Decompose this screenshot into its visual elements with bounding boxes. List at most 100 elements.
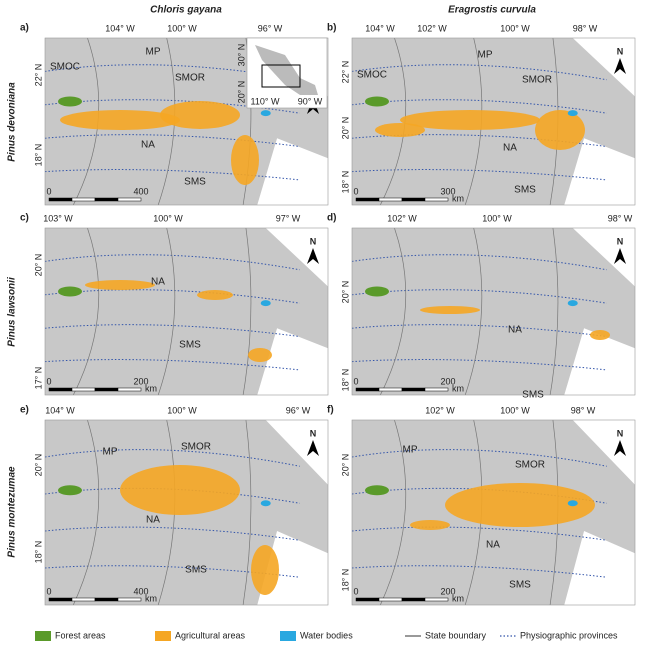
land: [352, 228, 635, 395]
legend-label: State boundary: [425, 630, 487, 640]
scale-label: 200: [133, 376, 148, 386]
region-label: SMS: [522, 390, 544, 401]
region-label: MP: [403, 445, 418, 456]
inset-longitude: 110° W: [251, 96, 280, 106]
province-boundary: [45, 324, 300, 338]
state-boundary: [464, 228, 483, 395]
map-body: [352, 228, 635, 395]
inset-mexico: [255, 45, 318, 95]
region-label: SMS: [179, 340, 201, 351]
water-body: [567, 500, 578, 507]
forest-area: [58, 96, 82, 107]
legend-label: Physiographic provinces: [520, 630, 618, 640]
province-boundary: [45, 169, 300, 181]
region-label: SMOR: [515, 460, 545, 471]
inset-extent: [261, 64, 301, 88]
latitude-label: 20° N: [340, 117, 350, 140]
region-label: MP: [146, 47, 161, 58]
province-boundary: [45, 526, 300, 541]
agricultural-area: [535, 110, 585, 150]
region-label: MP: [103, 447, 118, 458]
forest-area: [58, 286, 82, 297]
water-body: [567, 110, 578, 117]
state-boundary: [157, 228, 176, 395]
map-panel: f) 102° W 100° W 98° W 20° N 18° N MP SMOR NA SMS…: [327, 405, 636, 606]
scale-bar: [401, 597, 426, 602]
legend-swatch: [280, 631, 296, 641]
region-label: SMOR: [175, 73, 205, 84]
province-boundary: [352, 359, 607, 371]
latitude-label: 18° N: [340, 369, 350, 392]
scale-bar: [424, 197, 449, 202]
water-body: [260, 110, 271, 117]
agricultural-area: [231, 135, 259, 185]
latitude-label: 20° N: [33, 254, 43, 277]
longitude-label: 100° W: [500, 405, 530, 415]
scale-label: 200: [440, 376, 455, 386]
map-body: [352, 420, 635, 605]
region-label: SMOC: [50, 62, 80, 73]
panel-frame: [44, 419, 329, 606]
longitude-label: 96° W: [286, 405, 311, 415]
water-body: [567, 300, 578, 307]
longitude-label: 98° W: [608, 213, 633, 223]
region-label: NA: [151, 277, 165, 288]
scale-bar: [48, 197, 73, 202]
region-label: SMS: [509, 580, 531, 591]
row-title: Pinus montezumae: [7, 466, 18, 558]
scale-bar: [424, 387, 449, 392]
agricultural-area: [60, 110, 180, 130]
latitude-label: 20° N: [340, 281, 350, 304]
scale-bar: [378, 597, 403, 602]
scale-label: 300: [440, 186, 455, 196]
scale-label: 0: [353, 186, 358, 196]
scale-bar: [355, 597, 380, 602]
legend-label: Water bodies: [300, 630, 353, 640]
agricultural-area: [197, 290, 233, 300]
longitude-label: 104° W: [45, 405, 75, 415]
water-body: [260, 500, 271, 507]
scale-bar: [48, 387, 73, 392]
map-body: [352, 38, 635, 205]
map-panel: e) 104° W 100° W 96° W 20° N 18° N MP SMOR NA SMS…: [20, 405, 329, 606]
scale-label: 400: [133, 586, 148, 596]
region-label: NA: [486, 540, 500, 551]
inset-map: 30° N 20° N 110° W 90° W: [236, 37, 328, 109]
panel-frame: [351, 227, 636, 396]
province-boundary: [352, 169, 607, 181]
latitude-label: 20° N: [33, 454, 43, 477]
map-body: [45, 228, 328, 395]
longitude-label: 104° W: [105, 23, 135, 33]
water-body: [260, 300, 271, 307]
region-label: SMS: [184, 177, 206, 188]
scale-label: 0: [46, 186, 51, 196]
scale-bar: [94, 387, 119, 392]
longitude-label: 100° W: [167, 23, 197, 33]
agricultural-area: [251, 545, 279, 595]
longitude-label: 96° W: [258, 23, 283, 33]
scale-bar: [117, 197, 142, 202]
longitude-label: 98° W: [571, 405, 596, 415]
longitude-label: 100° W: [153, 213, 183, 223]
longitude-label: 100° W: [167, 405, 197, 415]
panel-letter: d): [327, 213, 336, 224]
agricultural-area: [375, 123, 425, 137]
scale-bar: [378, 197, 403, 202]
scale-unit: km: [145, 593, 157, 603]
scale-unit: km: [452, 593, 464, 603]
latitude-label: 18° N: [340, 569, 350, 592]
scale-label: 0: [46, 586, 51, 596]
longitude-label: 97° W: [276, 213, 301, 223]
state-boundary: [242, 420, 252, 605]
panel-letter: c): [20, 213, 29, 224]
scale-bar: [71, 597, 96, 602]
scale-unit: km: [145, 383, 157, 393]
latitude-label: 20° N: [340, 454, 350, 477]
agricultural-area: [420, 306, 480, 314]
region-label: MP: [478, 50, 493, 61]
state-boundary: [72, 420, 100, 605]
row-title: Pinus lawsonii: [7, 277, 18, 347]
scale-bar: [71, 197, 96, 202]
north-arrow: [614, 440, 626, 456]
legend-label: Forest areas: [55, 630, 106, 640]
